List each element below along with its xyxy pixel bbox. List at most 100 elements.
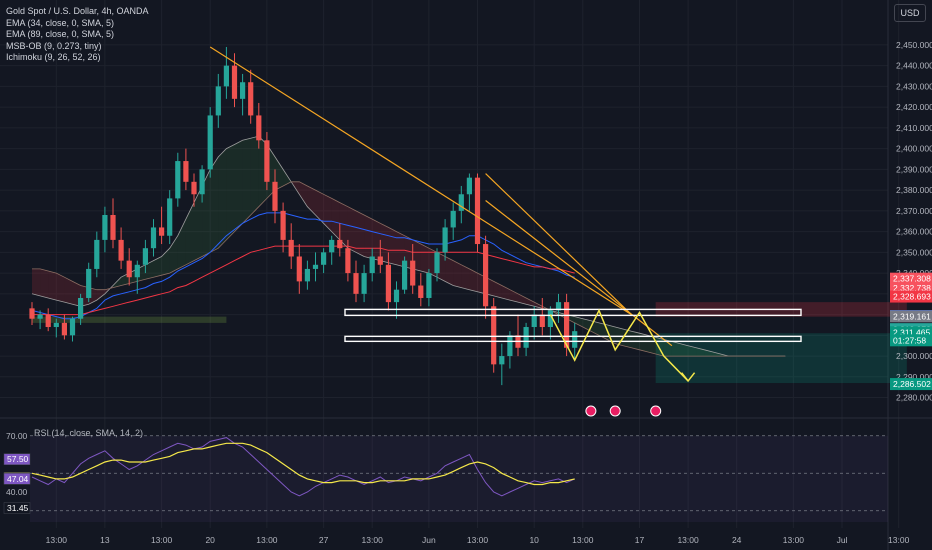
cloud-segment (153, 256, 162, 278)
cloud-segment (639, 333, 648, 352)
candle-body (393, 289, 400, 303)
cloud-segment (671, 341, 680, 357)
cloud-segment (696, 347, 705, 357)
price-tick-label: 2,390.000 (896, 164, 932, 174)
time-axis: 13:00 13 13:00 20 13:00 27 13:00 Jun 13:00 10 13:0… (46, 535, 910, 545)
candle-body (304, 268, 310, 282)
candle-body (183, 161, 189, 182)
cloud-segment (64, 277, 73, 305)
indicator-ichimoku[interactable]: Ichimoku (9, 26, 52, 26) (6, 52, 101, 62)
indicator-ema34[interactable]: EMA (34, close, 0, SMA, 5) (6, 17, 115, 28)
cloud-segment (574, 316, 583, 328)
cloud-segment (582, 318, 591, 332)
cloud-segment (526, 297, 535, 307)
trendline-minor (485, 173, 632, 316)
cloud-segment (56, 273, 65, 303)
indicator-ema89[interactable]: EMA (89, close, 0, SMA, 5) (6, 29, 115, 39)
cloud-segment (631, 331, 640, 350)
candle-body (426, 273, 432, 298)
cloud-segment (396, 231, 405, 267)
cloud-segment (347, 206, 356, 253)
candle-body (240, 82, 246, 99)
cloud-segment (404, 235, 413, 269)
time-tick-label: 13:00 (467, 535, 489, 545)
candle-body (499, 356, 505, 365)
candle-body (523, 327, 529, 348)
price-tick-label: 2,300.000 (896, 351, 932, 361)
cloud-segment (323, 194, 332, 232)
price-label-badge (890, 378, 932, 391)
time-tick-label: 13:00 (572, 535, 594, 545)
price-label: 2,286.502 (893, 379, 931, 389)
price-tick-label: 2,420.000 (896, 102, 932, 112)
cloud-segment (145, 260, 154, 280)
projection-arrowhead (681, 372, 696, 383)
cloud-segment (469, 268, 478, 292)
cloud-segment (445, 256, 454, 286)
cloud-segment (607, 324, 616, 344)
candle-body (507, 335, 513, 357)
candle-body (102, 215, 108, 240)
rsi-level-label: 40.00 (6, 487, 28, 497)
rsi-band (30, 435, 888, 522)
projection-path (549, 308, 689, 382)
rsi-marker-label: 31.45 (7, 503, 29, 513)
trendline-major (209, 46, 632, 316)
candle-body (329, 239, 335, 253)
price-label: 01:27:58 (893, 335, 926, 345)
resistance-box (344, 308, 802, 317)
price-tick-label: 2,450.000 (896, 40, 932, 50)
candle-body (61, 322, 67, 336)
candle-body (402, 260, 408, 290)
candle-body (410, 260, 416, 286)
candle-body (86, 268, 92, 298)
price-tick-label: 2,280.000 (896, 393, 932, 403)
rsi-marker-label: 57.50 (7, 454, 29, 464)
cloud-span-a (31, 135, 786, 357)
rsi-legend[interactable]: RSI (14, close, SMA, 14, 2) (34, 428, 144, 438)
price-tick-label: 2,410.000 (896, 123, 932, 133)
price-label-badge (890, 272, 932, 285)
rsi-marker-badge (3, 473, 31, 485)
price-label-badge (890, 310, 932, 323)
price-label-badge (890, 290, 932, 303)
rsi-marker-badge (3, 502, 31, 514)
time-tick-label: Jun (422, 535, 436, 545)
time-tick-label: 13:00 (256, 535, 278, 545)
chart-legend: Gold Spot / U.S. Dollar, 4h, OANDA EMA (… (6, 6, 149, 64)
candle-body (37, 314, 43, 319)
cloud-segment (680, 343, 689, 357)
rsi-ma-line (31, 442, 575, 486)
candle-body (248, 82, 254, 116)
time-tick-label: 10 (529, 535, 539, 545)
candle-body (175, 161, 181, 199)
price-tick-label: 2,380.000 (896, 185, 932, 195)
price-label: 2,311.465 (893, 327, 930, 337)
candle-body (353, 273, 359, 294)
cloud-segment (534, 302, 543, 309)
price-tick-label: 2,370.000 (896, 206, 932, 216)
candle-body (69, 318, 76, 336)
cloud-segment (518, 293, 527, 305)
time-tick-label: 20 (205, 535, 215, 545)
time-tick-label: 13:00 (46, 535, 68, 545)
candle-body (207, 115, 213, 170)
candle-body (555, 302, 562, 311)
candle-body (312, 264, 319, 269)
cloud-span-b (32, 181, 786, 357)
price-label: 2,332.738 (893, 283, 931, 293)
indicator-msb-ob[interactable]: MSB-OB (9, 0.273, tiny) (6, 40, 102, 51)
cloud-segment (315, 190, 324, 224)
candle-body (150, 227, 157, 249)
price-label: 2,337.308 (893, 274, 931, 284)
currency-button[interactable]: USD (894, 4, 926, 22)
candle-body (434, 252, 440, 274)
candle-body (272, 181, 278, 211)
cloud-segment (210, 156, 219, 253)
candle-body (45, 314, 51, 328)
rsi-line (31, 437, 575, 497)
price-label-badge (890, 334, 932, 347)
candle-body (215, 86, 221, 116)
